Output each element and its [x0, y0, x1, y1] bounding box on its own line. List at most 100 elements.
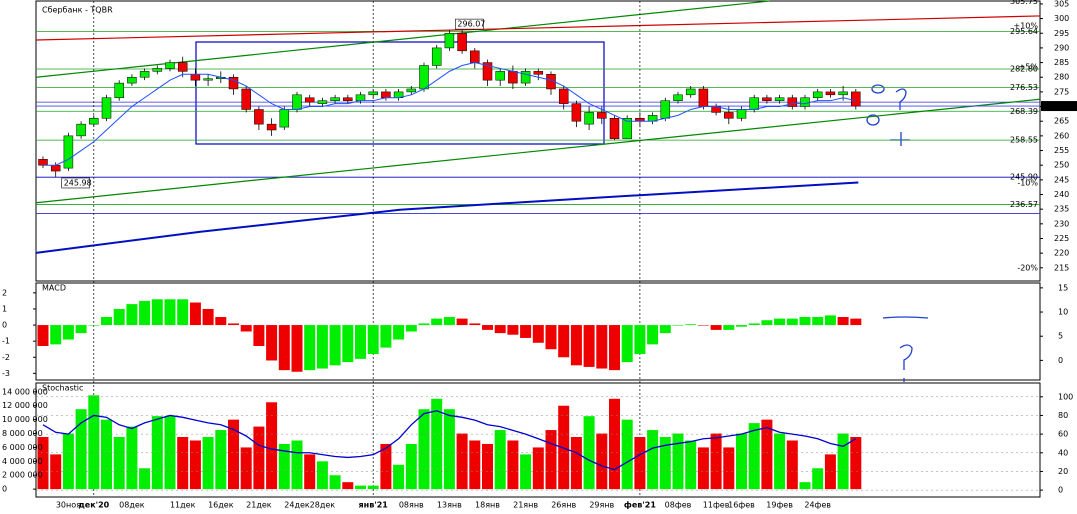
- stochastic-panel: [35, 382, 1041, 498]
- bar: [710, 325, 722, 330]
- price-callout-box: [455, 18, 484, 30]
- trend-line: [35, 98, 1041, 204]
- bar: [291, 325, 303, 372]
- bar: [469, 323, 481, 326]
- candle-body: [698, 88, 709, 107]
- y-tick-label: 275: [1054, 87, 1069, 96]
- candle-body: [292, 94, 302, 110]
- y-tick-label: 280: [1054, 73, 1069, 82]
- candle-body: [317, 100, 328, 104]
- bar: [786, 440, 798, 490]
- y-tick-label: 305: [1054, 0, 1069, 8]
- bar: [88, 325, 100, 326]
- bar: [545, 325, 557, 350]
- bar: [316, 461, 328, 490]
- bar: [685, 324, 697, 326]
- bar: [228, 323, 239, 326]
- candle-body: [381, 91, 391, 99]
- x-tick-label: 08янв: [399, 501, 424, 510]
- y-tick-label: 290: [1054, 43, 1069, 52]
- bar: [812, 317, 824, 326]
- bar: [75, 409, 87, 490]
- bar: [659, 437, 671, 490]
- x-tick-label: 28дек: [310, 501, 336, 510]
- candle-body: [838, 91, 848, 96]
- candle-body: [533, 71, 544, 75]
- bar: [723, 447, 735, 490]
- candle-body: [482, 62, 493, 81]
- x-tick-label: 26янв: [551, 501, 576, 510]
- bar: [697, 325, 709, 326]
- y2-tick-label: 40: [1058, 448, 1068, 457]
- y-tick-label: 240: [1054, 190, 1069, 199]
- bar: [202, 437, 214, 490]
- moving-average: [43, 62, 856, 166]
- bar: [88, 395, 100, 490]
- bar: [253, 426, 265, 490]
- bar: [367, 325, 379, 355]
- x-tick-label: янв'21: [359, 501, 389, 510]
- bar: [342, 325, 354, 363]
- bar: [647, 325, 659, 345]
- y-tick-label: 0: [2, 321, 7, 330]
- bar: [278, 443, 290, 490]
- level-label: -10%: [1017, 179, 1038, 188]
- bar: [736, 325, 747, 327]
- candle-body: [152, 68, 163, 72]
- bar: [405, 325, 417, 332]
- candle-body: [165, 62, 175, 69]
- candle-body: [851, 91, 861, 107]
- bar: [266, 402, 278, 490]
- candle-body: [673, 94, 683, 101]
- bar: [596, 325, 608, 369]
- bar: [177, 437, 189, 490]
- x-tick-label: 16фев: [728, 501, 755, 510]
- bar: [621, 325, 633, 363]
- bar: [570, 325, 582, 366]
- x-tick-label: 30ноя: [56, 501, 81, 510]
- x-tick-label: 21янв: [513, 501, 538, 510]
- bar: [609, 325, 620, 371]
- price-callout-box: [61, 177, 91, 189]
- bar: [355, 325, 366, 359]
- candle-body: [38, 159, 48, 166]
- candle-body: [419, 65, 429, 90]
- candle-body: [431, 47, 442, 66]
- candle-body: [800, 97, 810, 107]
- candle-body: [508, 71, 518, 84]
- bar: [139, 468, 151, 490]
- y-tick-label: 6 000 000: [2, 443, 43, 452]
- bar: [824, 454, 836, 490]
- bar: [799, 482, 811, 490]
- bar: [139, 300, 151, 326]
- bar: [355, 485, 366, 490]
- level-label: -20%: [1017, 263, 1038, 272]
- bar: [50, 454, 62, 490]
- y-tick-label: 255: [1054, 146, 1069, 155]
- y-tick-label: 2: [2, 288, 7, 297]
- y-tick-label: 220: [1054, 249, 1069, 258]
- x-tick-label: 24дек: [284, 501, 310, 510]
- level-label: 236.57: [1010, 200, 1038, 209]
- y2-tick-label: 15: [1058, 283, 1068, 292]
- macd-title: MACD: [42, 284, 66, 293]
- x-tick-label: 21дек: [246, 501, 272, 510]
- scribble: [871, 84, 885, 94]
- bar: [304, 325, 316, 371]
- macd-panel: [35, 282, 1041, 381]
- candle-body: [749, 97, 759, 110]
- bar: [761, 419, 773, 490]
- y-tick-label: -2: [2, 353, 10, 362]
- y-tick-label: -1: [2, 337, 10, 346]
- current-price-label: 270.17: [1044, 102, 1072, 111]
- candle-body: [825, 91, 836, 96]
- y2-tick-label: 5: [1058, 332, 1063, 341]
- bar: [634, 325, 646, 355]
- bar: [685, 440, 697, 490]
- bar: [850, 437, 862, 490]
- bar: [113, 308, 125, 326]
- bar: [189, 302, 201, 326]
- highlight-box: [195, 41, 605, 145]
